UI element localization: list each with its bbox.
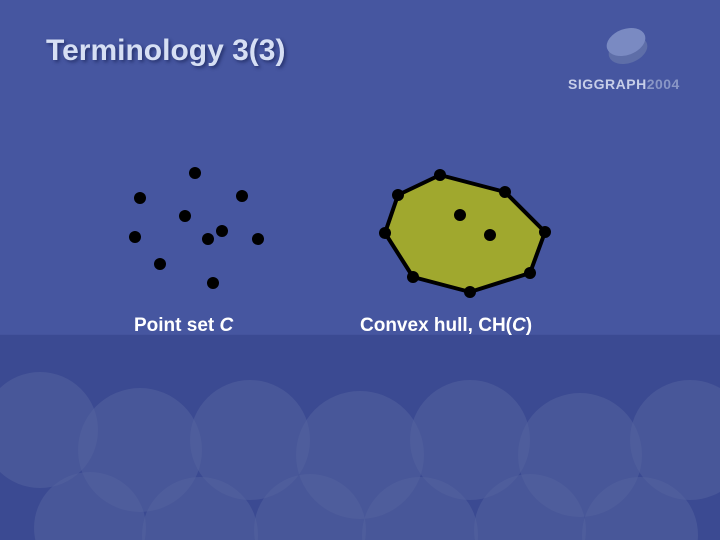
point <box>379 227 391 239</box>
caption-point-set: Point set C <box>134 315 233 337</box>
point <box>484 229 496 241</box>
convex-hull <box>379 169 551 298</box>
point <box>134 192 146 204</box>
point <box>202 233 214 245</box>
point <box>129 231 141 243</box>
caption-convex-hull: Convex hull, CH(C) <box>360 315 532 337</box>
point <box>236 190 248 202</box>
caption-right-suffix: ) <box>526 315 532 336</box>
caption-left-italic: C <box>220 315 234 336</box>
point <box>252 233 264 245</box>
point <box>499 186 511 198</box>
point <box>189 167 201 179</box>
caption-right-italic: C <box>512 315 526 336</box>
point <box>539 226 551 238</box>
point <box>179 210 191 222</box>
point <box>434 169 446 181</box>
diagram <box>0 0 720 540</box>
point <box>407 271 419 283</box>
point <box>464 286 476 298</box>
point <box>207 277 219 289</box>
point-set <box>129 167 264 289</box>
point <box>392 189 404 201</box>
point <box>524 267 536 279</box>
point <box>454 209 466 221</box>
caption-right-prefix: Convex hull, CH( <box>360 315 512 336</box>
caption-left-prefix: Point set <box>134 315 220 336</box>
point <box>216 225 228 237</box>
point <box>154 258 166 270</box>
slide: Terminology 3(3) SIGGRAPH2004 Point set … <box>0 0 720 540</box>
